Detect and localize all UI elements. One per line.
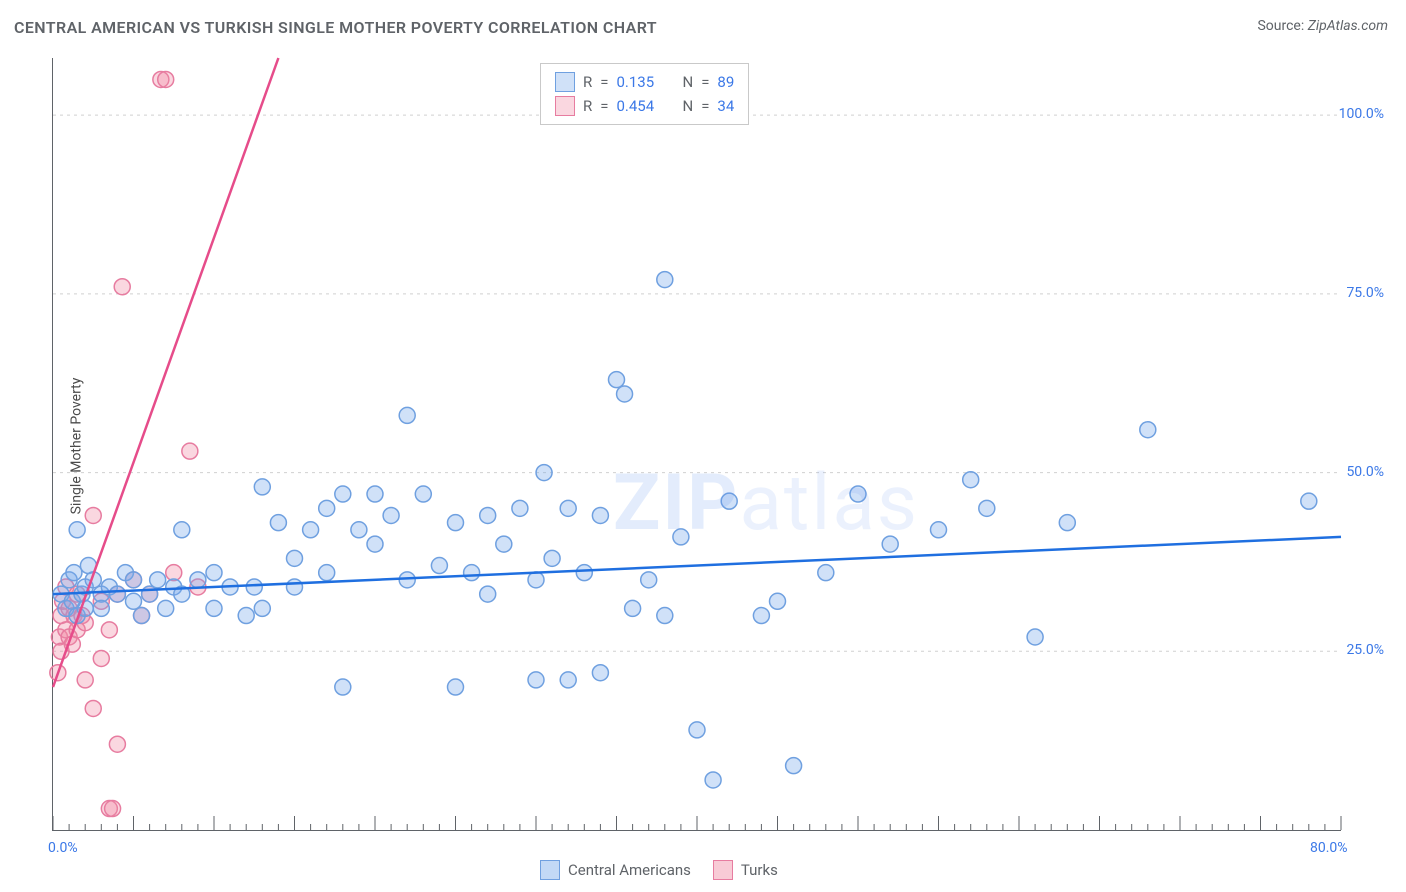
plot-svg	[53, 58, 1341, 830]
legend-label: Central Americans	[568, 861, 691, 879]
legend-swatch	[555, 96, 575, 116]
equals: =	[701, 70, 709, 94]
chart-title: CENTRAL AMERICAN VS TURKISH SINGLE MOTHE…	[14, 18, 657, 37]
n-value: 89	[717, 70, 734, 94]
r-label: R	[583, 94, 592, 118]
y-tick-label: 100.0%	[1339, 106, 1384, 122]
legend-swatch	[555, 72, 575, 92]
equals: =	[701, 94, 709, 118]
legend-item: Central Americans	[540, 860, 691, 880]
source-label: Source:	[1257, 18, 1304, 34]
bottom-legend: Central Americans Turks	[540, 860, 778, 880]
equals: =	[600, 70, 608, 94]
n-label: N	[682, 94, 693, 118]
n-label: N	[682, 70, 693, 94]
legend-label: Turks	[741, 861, 778, 879]
stat-legend-box: R = 0.135 N = 89 R = 0.454 N = 34	[540, 63, 749, 125]
chart-root: CENTRAL AMERICAN VS TURKISH SINGLE MOTHE…	[0, 0, 1406, 892]
r-value: 0.135	[616, 70, 666, 94]
n-value: 34	[717, 94, 734, 118]
stat-row: R = 0.454 N = 34	[555, 94, 734, 118]
x-tick-label: 0.0%	[48, 840, 78, 856]
stat-row: R = 0.135 N = 89	[555, 70, 734, 94]
equals: =	[600, 94, 608, 118]
r-label: R	[583, 70, 592, 94]
x-tick-label: 80.0%	[1310, 840, 1348, 856]
legend-item: Turks	[713, 860, 778, 880]
y-tick-label: 75.0%	[1346, 285, 1384, 301]
plot-area: ZIPatlas	[52, 58, 1341, 831]
r-value: 0.454	[616, 94, 666, 118]
legend-swatch	[713, 860, 733, 880]
y-tick-label: 50.0%	[1346, 464, 1384, 480]
y-tick-label: 25.0%	[1346, 642, 1384, 658]
source-attribution: Source: ZipAtlas.com	[1257, 18, 1388, 34]
legend-swatch	[540, 860, 560, 880]
source-name: ZipAtlas.com	[1308, 18, 1388, 34]
